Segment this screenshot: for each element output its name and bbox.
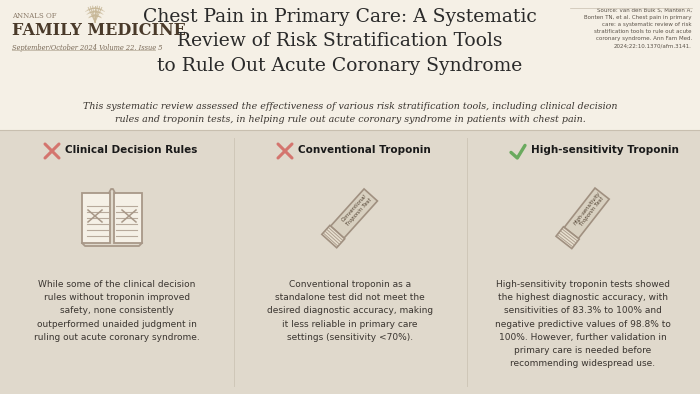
Text: FAMILY MEDICINE: FAMILY MEDICINE [12,22,186,39]
Text: Clinical Decision Rules: Clinical Decision Rules [65,145,197,155]
Text: September/October 2024 Volume 22, Issue 5: September/October 2024 Volume 22, Issue … [12,44,162,52]
Text: Conventional
Troponin Test: Conventional Troponin Test [341,193,373,227]
Text: Conventional troponin as a
standalone test did not meet the
desired diagnostic a: Conventional troponin as a standalone te… [267,280,433,342]
Text: ANNALS OF: ANNALS OF [12,12,57,20]
Bar [0,0,700,130]
Text: High-sensitivity Troponin: High-sensitivity Troponin [531,145,679,155]
Polygon shape [322,225,344,248]
Text: Chest Pain in Primary Care: A Systematic
Review of Risk Stratification Tools
to : Chest Pain in Primary Care: A Systematic… [143,8,537,74]
Polygon shape [82,193,110,243]
Text: Source: van den Bulk S, Manten A,
Bonten TN, et al. Chest pain in primary
care: : Source: van den Bulk S, Manten A, Bonten… [584,8,692,48]
Text: Conventional Troponin: Conventional Troponin [298,145,430,155]
Polygon shape [564,188,609,238]
Bar [0,130,700,394]
Text: While some of the clinical decision
rules without troponin improved
safety, none: While some of the clinical decision rule… [34,280,200,342]
Text: High-sensitivity troponin tests showed
the highest diagnostic accuracy, with
sen: High-sensitivity troponin tests showed t… [495,280,671,368]
Polygon shape [114,193,142,243]
Text: High-sensitivity
Troponin Test: High-sensitivity Troponin Test [573,190,606,229]
Polygon shape [556,227,579,249]
Text: This systematic review assessed the effectiveness of various risk stratification: This systematic review assessed the effe… [83,102,617,124]
Polygon shape [330,189,377,238]
